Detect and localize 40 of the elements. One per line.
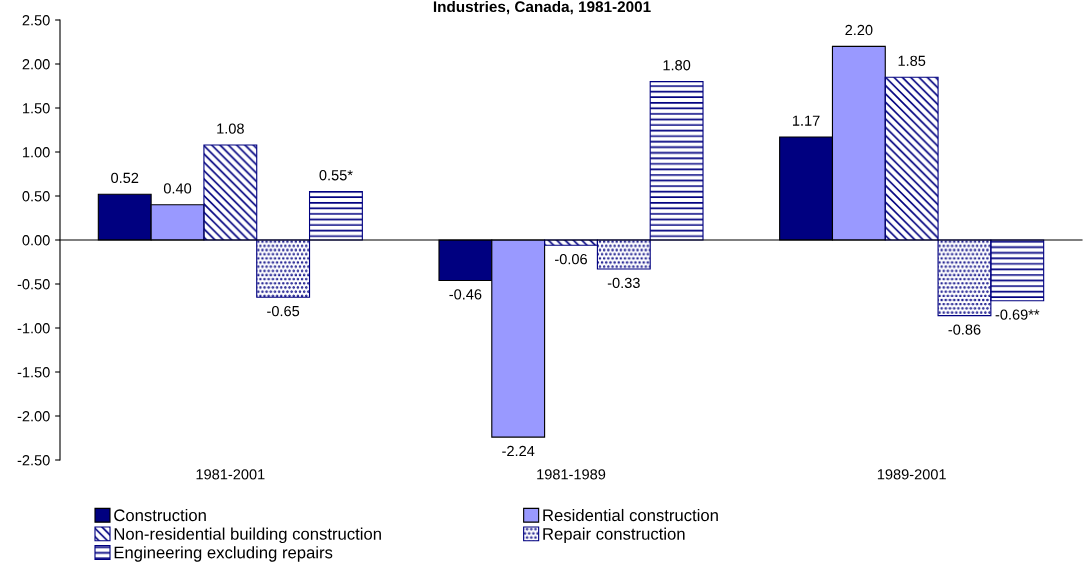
legend-label: Construction <box>114 508 206 522</box>
y-tick-label: 1.50 <box>23 103 50 114</box>
legend-label: Residential construction <box>543 508 718 522</box>
data-label: 1.17 <box>792 115 820 126</box>
legend-label: Non-residential building construction <box>114 527 381 544</box>
y-tick-label: -2.50 <box>17 455 50 466</box>
bar <box>884 76 939 241</box>
legend-label: Repair construction <box>543 527 685 544</box>
data-label: -0.69** <box>995 309 1040 320</box>
y-tick-label: -1.00 <box>17 323 50 334</box>
data-label: 1.08 <box>217 123 244 134</box>
data-label: -0.46 <box>449 289 482 300</box>
data-label: -2.24 <box>502 445 535 457</box>
y-tick-label: -1.50 <box>17 367 50 378</box>
y-tick-label: -2.00 <box>17 411 50 422</box>
y-tick-label: 1.00 <box>23 147 50 158</box>
x-tick-label: 1989-2001 <box>877 469 946 480</box>
legend-label: Engineering excluding repairs <box>114 546 333 562</box>
data-label: -0.06 <box>555 254 587 265</box>
data-label: 1.80 <box>663 60 691 71</box>
data-label: -0.33 <box>607 277 640 289</box>
data-label: 0.52 <box>111 172 139 184</box>
bar <box>256 239 311 298</box>
data-label: 0.55* <box>319 170 353 181</box>
data-label: 0.40 <box>163 183 192 194</box>
data-label: -0.86 <box>948 324 981 335</box>
chart-title: Industries, Canada, 1981-2001 <box>433 0 651 15</box>
bar <box>649 81 704 241</box>
y-tick-label: 2.50 <box>22 15 50 26</box>
data-label: -0.65 <box>267 305 300 317</box>
y-tick-label: 2.00 <box>22 59 50 70</box>
bar <box>308 191 363 241</box>
x-tick-label: 1981-2001 <box>196 469 265 480</box>
y-tick-label: 0.00 <box>22 235 50 246</box>
y-tick-label: -0.50 <box>17 279 50 290</box>
x-tick-label: 1981-1989 <box>537 469 606 480</box>
bar <box>203 144 258 241</box>
data-label: 1.85 <box>898 55 926 66</box>
data-label: 2.20 <box>845 24 873 36</box>
y-tick-label: 0.50 <box>22 191 50 202</box>
